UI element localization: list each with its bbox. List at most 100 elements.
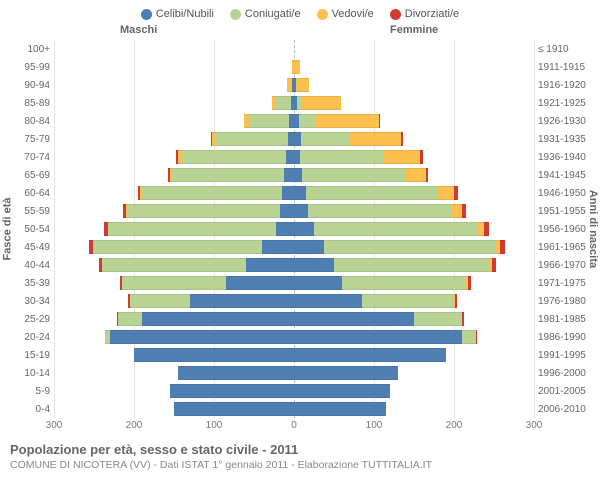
- pyramid-row: [54, 184, 534, 202]
- bar-segment: [249, 114, 289, 128]
- birth-year-axis: ≤ 19101911-19151916-19201921-19251926-19…: [534, 40, 586, 418]
- pyramid-row: [54, 310, 534, 328]
- age-label: 55-59: [14, 202, 50, 220]
- bar-segment: [302, 168, 406, 182]
- birth-label: 1961-1965: [538, 238, 586, 256]
- pyramid-chart: Fasce di età 100+95-9990-9485-8980-8475-…: [0, 40, 600, 418]
- bar-segment: [301, 132, 349, 146]
- x-tick-label: 300: [526, 420, 543, 431]
- bar-segment: [294, 132, 301, 146]
- age-label: 70-74: [14, 148, 50, 166]
- bar-segment: [476, 330, 477, 344]
- bar-segment: [128, 204, 280, 218]
- bar-segment: [315, 114, 379, 128]
- x-tick-label: 100: [206, 420, 223, 431]
- birth-label: 1951-1955: [538, 202, 586, 220]
- bar-segment: [134, 348, 294, 362]
- bar-segment: [282, 186, 294, 200]
- bar-segment: [384, 150, 420, 164]
- bar-segment: [414, 312, 462, 326]
- age-label: 20-24: [14, 328, 50, 346]
- bar-segment: [276, 222, 294, 236]
- legend-item: Celibi/Nubili: [141, 8, 214, 20]
- x-tick-label: 0: [291, 420, 297, 431]
- bar-segment: [216, 132, 288, 146]
- bar-segment: [294, 384, 390, 398]
- age-label: 45-49: [14, 238, 50, 256]
- bar-segment: [349, 132, 401, 146]
- birth-label: 1921-1925: [538, 94, 586, 112]
- legend-label: Coniugati/e: [245, 8, 301, 20]
- bar-segment: [334, 258, 490, 272]
- bar-segment: [246, 258, 294, 272]
- bar-segment: [462, 330, 476, 344]
- bar-segment: [294, 402, 386, 416]
- bar-segment: [118, 312, 142, 326]
- pyramid-row: [54, 292, 534, 310]
- age-axis: 100+95-9990-9485-8980-8475-7970-7465-696…: [14, 40, 54, 418]
- bar-segment: [462, 204, 466, 218]
- bar-segment: [300, 150, 384, 164]
- bar-segment: [296, 78, 309, 92]
- pyramid-row: [54, 346, 534, 364]
- x-tick-label: 200: [126, 420, 143, 431]
- bar-segment: [301, 96, 341, 110]
- bar-segment: [130, 294, 190, 308]
- bar-segment: [108, 222, 276, 236]
- bar-segment: [379, 114, 380, 128]
- bar-segment: [226, 276, 294, 290]
- pyramid-row: [54, 364, 534, 382]
- birth-label: 1911-1915: [538, 58, 586, 76]
- bar-segment: [462, 312, 464, 326]
- bar-segment: [406, 168, 426, 182]
- chart-title: Popolazione per età, sesso e stato civil…: [10, 442, 590, 457]
- age-label: 35-39: [14, 274, 50, 292]
- pyramid-row: [54, 220, 534, 238]
- pyramid-row: [54, 112, 534, 130]
- birth-label: 1976-1980: [538, 292, 586, 310]
- age-label: 40-44: [14, 256, 50, 274]
- legend: Celibi/NubiliConiugati/eVedovi/eDivorzia…: [0, 0, 600, 24]
- bar-segment: [276, 96, 290, 110]
- chart-footer: Popolazione per età, sesso e stato civil…: [0, 436, 600, 471]
- age-label: 15-19: [14, 346, 50, 364]
- birth-label: 1941-1945: [538, 166, 586, 184]
- bar-segment: [401, 132, 403, 146]
- bar-rows: [54, 40, 534, 418]
- age-label: 0-4: [14, 400, 50, 418]
- bar-segment: [426, 168, 428, 182]
- legend-item: Coniugati/e: [230, 8, 301, 20]
- birth-label: 1916-1920: [538, 76, 586, 94]
- bar-segment: [178, 366, 294, 380]
- gender-headers: Maschi Femmine: [0, 24, 600, 40]
- age-label: 100+: [14, 40, 50, 58]
- birth-label: 1936-1940: [538, 148, 586, 166]
- bar-segment: [452, 204, 462, 218]
- age-label: 30-34: [14, 292, 50, 310]
- bar-segment: [142, 312, 294, 326]
- bar-segment: [182, 150, 286, 164]
- legend-dot: [230, 9, 241, 20]
- pyramid-row: [54, 328, 534, 346]
- age-label: 80-84: [14, 112, 50, 130]
- age-label: 5-9: [14, 382, 50, 400]
- bar-segment: [94, 240, 262, 254]
- legend-label: Celibi/Nubili: [156, 8, 214, 20]
- bar-segment: [262, 240, 294, 254]
- age-label: 85-89: [14, 94, 50, 112]
- x-tick-label: 200: [446, 420, 463, 431]
- bar-segment: [280, 204, 294, 218]
- x-ticks: 3002001000100200300: [54, 418, 534, 436]
- birth-label: 1991-1995: [538, 346, 586, 364]
- bar-segment: [294, 204, 308, 218]
- age-label: 90-94: [14, 76, 50, 94]
- bar-segment: [190, 294, 294, 308]
- birth-label: 2006-2010: [538, 400, 586, 418]
- birth-label: 1986-1990: [538, 328, 586, 346]
- bar-segment: [306, 186, 438, 200]
- pyramid-row: [54, 76, 534, 94]
- x-tick-label: 300: [46, 420, 63, 431]
- birth-label: 1956-1960: [538, 220, 586, 238]
- bar-segment: [492, 258, 496, 272]
- age-label: 25-29: [14, 310, 50, 328]
